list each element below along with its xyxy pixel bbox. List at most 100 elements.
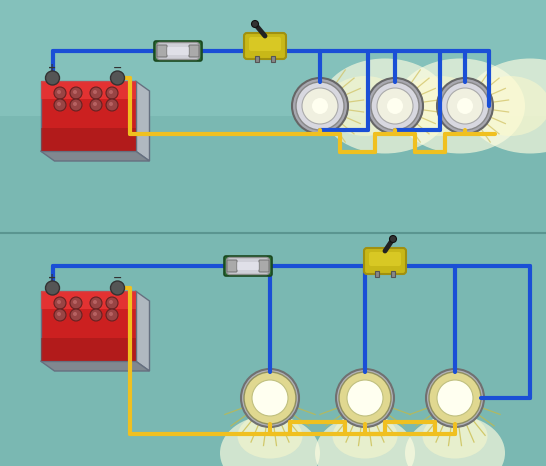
FancyBboxPatch shape [167, 47, 189, 55]
Ellipse shape [400, 76, 480, 136]
Ellipse shape [315, 416, 415, 466]
Circle shape [437, 380, 473, 416]
Circle shape [389, 235, 396, 242]
Circle shape [70, 309, 82, 321]
Circle shape [106, 87, 118, 99]
Circle shape [429, 372, 481, 424]
Circle shape [93, 312, 97, 316]
Circle shape [45, 281, 60, 295]
Circle shape [441, 82, 489, 130]
Text: −: − [113, 63, 122, 73]
FancyBboxPatch shape [227, 258, 270, 274]
Circle shape [367, 78, 423, 134]
Ellipse shape [220, 416, 320, 466]
Circle shape [302, 88, 338, 124]
Polygon shape [0, 233, 546, 466]
Circle shape [347, 380, 383, 416]
FancyBboxPatch shape [189, 45, 199, 57]
Circle shape [292, 78, 348, 134]
FancyBboxPatch shape [364, 248, 406, 274]
FancyBboxPatch shape [244, 33, 286, 59]
Circle shape [457, 98, 473, 114]
Polygon shape [271, 56, 275, 62]
FancyBboxPatch shape [237, 262, 259, 270]
Circle shape [93, 90, 97, 94]
Polygon shape [135, 81, 150, 161]
FancyBboxPatch shape [154, 41, 202, 61]
Circle shape [45, 71, 60, 85]
FancyBboxPatch shape [157, 42, 199, 60]
Polygon shape [0, 0, 546, 116]
Circle shape [57, 300, 61, 304]
Polygon shape [40, 338, 135, 361]
Polygon shape [40, 81, 135, 151]
Circle shape [70, 87, 82, 99]
FancyBboxPatch shape [259, 260, 269, 272]
FancyBboxPatch shape [157, 45, 167, 57]
Circle shape [109, 102, 113, 106]
Circle shape [448, 391, 462, 405]
Ellipse shape [423, 413, 488, 459]
Circle shape [447, 88, 483, 124]
Circle shape [54, 87, 66, 99]
Circle shape [109, 300, 113, 304]
Circle shape [263, 391, 277, 405]
Circle shape [371, 82, 419, 130]
FancyBboxPatch shape [249, 37, 281, 51]
Circle shape [93, 300, 97, 304]
Circle shape [252, 380, 288, 416]
Circle shape [90, 309, 102, 321]
Polygon shape [40, 128, 135, 151]
Circle shape [110, 281, 124, 295]
Circle shape [377, 88, 413, 124]
Circle shape [437, 78, 493, 134]
Ellipse shape [325, 76, 405, 136]
Circle shape [73, 312, 77, 316]
Circle shape [73, 90, 77, 94]
Circle shape [336, 369, 394, 427]
Polygon shape [40, 291, 135, 308]
Circle shape [106, 309, 118, 321]
Circle shape [110, 71, 124, 85]
Ellipse shape [320, 59, 450, 153]
Circle shape [106, 99, 118, 111]
Polygon shape [40, 291, 135, 361]
Circle shape [57, 102, 61, 106]
Circle shape [312, 98, 328, 114]
Polygon shape [255, 56, 259, 62]
Text: +: + [49, 273, 57, 283]
Ellipse shape [405, 416, 505, 466]
Circle shape [387, 98, 403, 114]
Circle shape [109, 312, 113, 316]
Circle shape [339, 372, 391, 424]
Circle shape [426, 369, 484, 427]
Circle shape [73, 102, 77, 106]
Text: +: + [49, 63, 57, 73]
Ellipse shape [333, 413, 397, 459]
Circle shape [54, 309, 66, 321]
Text: −: − [113, 273, 122, 283]
Circle shape [296, 82, 344, 130]
Circle shape [57, 312, 61, 316]
Circle shape [57, 90, 61, 94]
Polygon shape [135, 291, 150, 371]
Circle shape [241, 369, 299, 427]
Circle shape [90, 297, 102, 309]
Ellipse shape [395, 59, 525, 153]
Circle shape [90, 99, 102, 111]
Circle shape [244, 372, 296, 424]
Circle shape [252, 21, 258, 27]
Ellipse shape [238, 413, 302, 459]
Polygon shape [391, 271, 395, 277]
Circle shape [109, 90, 113, 94]
FancyBboxPatch shape [227, 260, 237, 272]
Ellipse shape [470, 76, 546, 136]
Circle shape [70, 99, 82, 111]
Circle shape [54, 99, 66, 111]
Polygon shape [40, 81, 135, 98]
FancyBboxPatch shape [369, 252, 401, 266]
Circle shape [358, 391, 372, 405]
Circle shape [70, 297, 82, 309]
Polygon shape [40, 151, 150, 161]
Polygon shape [0, 0, 546, 233]
